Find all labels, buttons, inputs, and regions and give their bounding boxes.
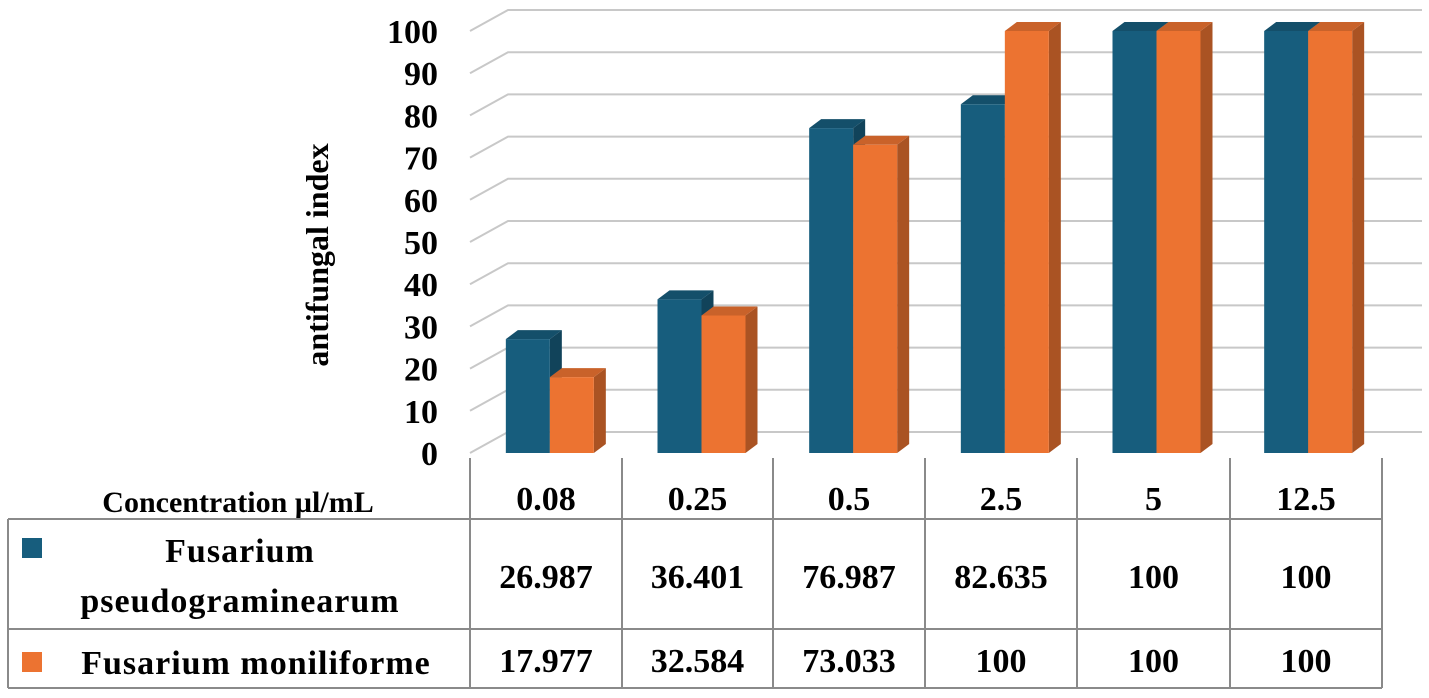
data-table: Concentration µl/mL 0.08 0.25 0.5 2.5 5 12.5 F…: [7, 458, 1383, 689]
data-label: 26.987: [499, 559, 593, 596]
data-label: 82.635: [954, 559, 1048, 596]
bar-front: [1156, 31, 1201, 453]
bar-side: [897, 135, 910, 454]
bar-front: [809, 128, 854, 453]
bar-moniliforme-0.08: [549, 368, 606, 453]
data-label: 76.987: [802, 559, 896, 596]
y-axis-label: antifungal index: [299, 143, 335, 366]
bar-side: [745, 306, 758, 453]
y-tick-label: 100: [387, 14, 438, 51]
y-tick-label: 80: [404, 98, 438, 135]
bar-front: [701, 315, 746, 453]
category-label: 0.25: [668, 481, 728, 518]
bar-moniliforme-0.25: [701, 306, 758, 453]
y-tick-label: 10: [404, 394, 438, 431]
bars: [505, 22, 1365, 454]
bar-top: [1004, 22, 1061, 31]
series-name: Fusarium: [165, 533, 315, 570]
y-tick-label: 70: [404, 141, 438, 178]
bar-side: [1200, 22, 1213, 453]
bar-moniliforme-2.5: [1004, 22, 1061, 453]
bar-moniliforme-5: [1156, 22, 1213, 453]
data-label: 100: [976, 643, 1027, 680]
bar-moniliforme-12.5: [1308, 22, 1365, 453]
bar-front: [1264, 31, 1309, 453]
category-label: 0.08: [516, 481, 576, 518]
data-label: 36.401: [651, 559, 745, 596]
data-label: 32.584: [651, 643, 745, 680]
y-tick-label: 0: [421, 436, 438, 473]
bar-front: [549, 377, 594, 453]
data-label: 73.033: [802, 643, 896, 680]
y-tick-label: 30: [404, 309, 438, 346]
bar-front: [505, 339, 550, 453]
y-tick-label: 90: [404, 56, 438, 93]
gridline: [469, 9, 1422, 32]
bar-front: [1308, 31, 1353, 453]
bar-top: [960, 95, 1017, 105]
bar-top: [549, 368, 606, 378]
bar-top: [657, 290, 714, 300]
y-tick-label: 50: [404, 225, 438, 262]
bar-top: [1264, 22, 1321, 31]
y-tick-label: 40: [404, 267, 438, 304]
bar-front: [657, 299, 702, 453]
y-axis: 0 10 20 30 40 50 60 70 80 90 100: [387, 14, 438, 473]
y-tick-label: 20: [404, 352, 438, 389]
bar-side: [1352, 22, 1365, 453]
bar-moniliforme-0.5: [853, 135, 910, 454]
bar-top: [505, 330, 562, 340]
category-label: 12.5: [1276, 481, 1336, 518]
data-label: 100: [1128, 559, 1179, 596]
legend-key: [22, 538, 42, 558]
data-label: 100: [1281, 643, 1332, 680]
bar-side: [593, 368, 606, 453]
category-label: 0.5: [828, 481, 871, 518]
bar-top: [701, 306, 758, 316]
data-label: 17.977: [499, 643, 593, 680]
data-label: 100: [1128, 643, 1179, 680]
x-axis-label: Concentration µl/mL: [102, 486, 373, 519]
bar-side: [1048, 22, 1061, 453]
series-name: pseudograminearum: [80, 583, 399, 620]
category-label: 2.5: [980, 481, 1023, 518]
bar-top: [1156, 22, 1213, 31]
bar-front: [960, 104, 1005, 453]
series-name: Fusarium moniliforme: [81, 645, 431, 682]
bar-front: [1004, 31, 1049, 453]
data-label: 100: [1281, 559, 1332, 596]
bar-top: [809, 119, 866, 129]
bar-front: [853, 144, 898, 454]
bar-top: [853, 135, 910, 145]
bar-top: [1112, 22, 1169, 31]
legend-key: [22, 652, 42, 672]
bar-pseudograminearum-0.5: [809, 119, 866, 453]
bar-top: [1308, 22, 1365, 31]
category-label: 5: [1145, 481, 1162, 518]
y-tick-label: 60: [404, 183, 438, 220]
bar-front: [1112, 31, 1157, 453]
